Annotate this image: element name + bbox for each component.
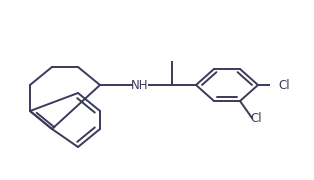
Text: NH: NH [131,78,149,91]
Text: Cl: Cl [278,78,290,91]
Text: Cl: Cl [250,111,262,125]
